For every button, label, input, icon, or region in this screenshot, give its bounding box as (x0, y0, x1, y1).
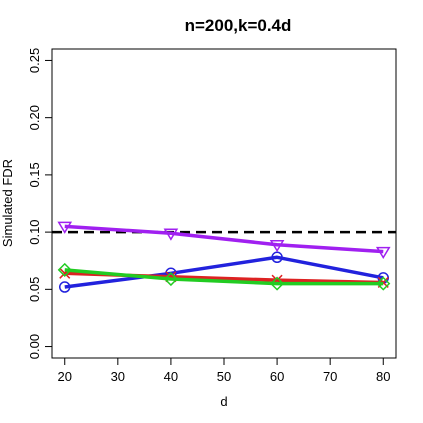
data-point (271, 251, 283, 264)
series-triangle-down (57, 221, 391, 260)
chart-title: n=200,k=0.4d (185, 16, 292, 35)
y-axis-label: Simulated FDR (0, 159, 15, 247)
data-point (57, 262, 72, 277)
y-tick-label: 0.05 (27, 277, 42, 302)
x-tick-label: 70 (323, 369, 337, 384)
plot-frame (51, 48, 397, 359)
data-point (269, 239, 285, 253)
y-tick-label: 0.20 (27, 105, 42, 130)
x-tick-label: 30 (111, 369, 125, 384)
data-point (163, 228, 179, 241)
data-point (376, 276, 391, 291)
series-diamond (57, 262, 391, 291)
y-tick-label: 0.10 (27, 219, 42, 244)
x-axis-label: d (220, 394, 227, 409)
x-tick-label: 60 (270, 369, 284, 384)
data-point (57, 221, 73, 234)
x-tick-label: 80 (376, 369, 390, 384)
data-point (58, 281, 71, 293)
y-tick-label: 0.25 (27, 48, 42, 73)
data-point (375, 246, 391, 260)
series-line (64, 255, 384, 289)
data-point (270, 276, 285, 291)
series-line (64, 268, 384, 286)
axes: 20 30 40 50 60 70 80 0.00 0.05 0.10 0.15 0.20 0.25 (27, 48, 390, 384)
x-tick-label: 40 (164, 369, 178, 384)
y-tick-label: 0.15 (27, 162, 42, 187)
series-group (57, 221, 391, 293)
y-tick-label: 0.00 (27, 334, 42, 359)
series-circle (58, 251, 390, 293)
x-tick-label: 20 (58, 369, 72, 384)
x-tick-label: 50 (217, 369, 231, 384)
data-point (163, 271, 178, 287)
series-line (64, 224, 384, 254)
